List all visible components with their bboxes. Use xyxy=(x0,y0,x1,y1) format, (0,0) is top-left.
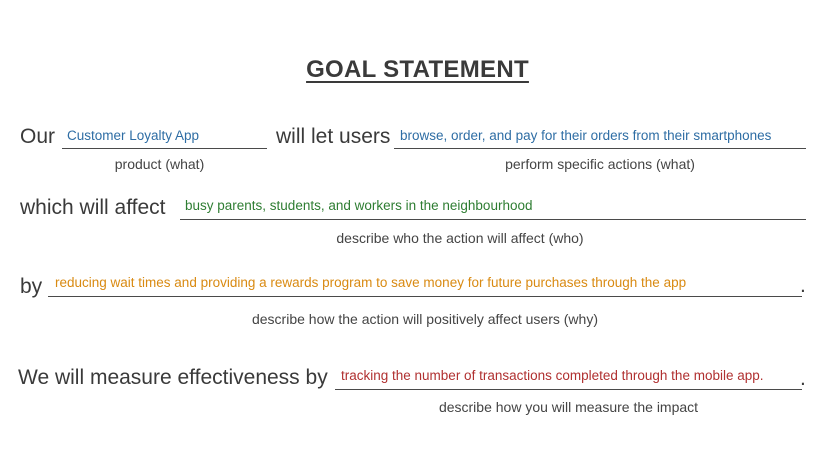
lead-which-will-affect: which will affect xyxy=(20,196,166,219)
why-hint: describe how the action will positively … xyxy=(251,311,598,327)
lead-by: by xyxy=(20,275,43,298)
product-hint: product (what) xyxy=(114,156,205,172)
page-title: GOAL STATEMENT xyxy=(0,56,835,84)
action-blank[interactable] xyxy=(394,124,806,149)
product-blank[interactable] xyxy=(62,124,267,149)
why-period: . xyxy=(800,274,806,297)
lead-will-let-users: will let users xyxy=(276,125,391,148)
who-blank[interactable] xyxy=(180,195,806,220)
who-value: busy parents, students, and workers in t… xyxy=(185,198,533,213)
measure-period: . xyxy=(800,367,806,390)
action-value: browse, order, and pay for their orders … xyxy=(400,128,772,143)
lead-measure: We will measure effectiveness by xyxy=(18,366,328,389)
who-hint: describe who the action will affect (who… xyxy=(336,230,584,246)
measure-blank[interactable] xyxy=(335,365,802,390)
lead-our: Our xyxy=(20,125,56,148)
measure-value: tracking the number of transactions comp… xyxy=(341,368,764,383)
product-value: Customer Loyalty App xyxy=(67,128,200,143)
action-hint: perform specific actions (what) xyxy=(505,156,695,172)
why-value: reducing wait times and providing a rewa… xyxy=(55,275,687,290)
why-blank[interactable] xyxy=(48,272,802,297)
title-text: GOAL STATEMENT xyxy=(306,56,529,83)
measure-hint: describe how you will measure the impact xyxy=(438,399,699,415)
